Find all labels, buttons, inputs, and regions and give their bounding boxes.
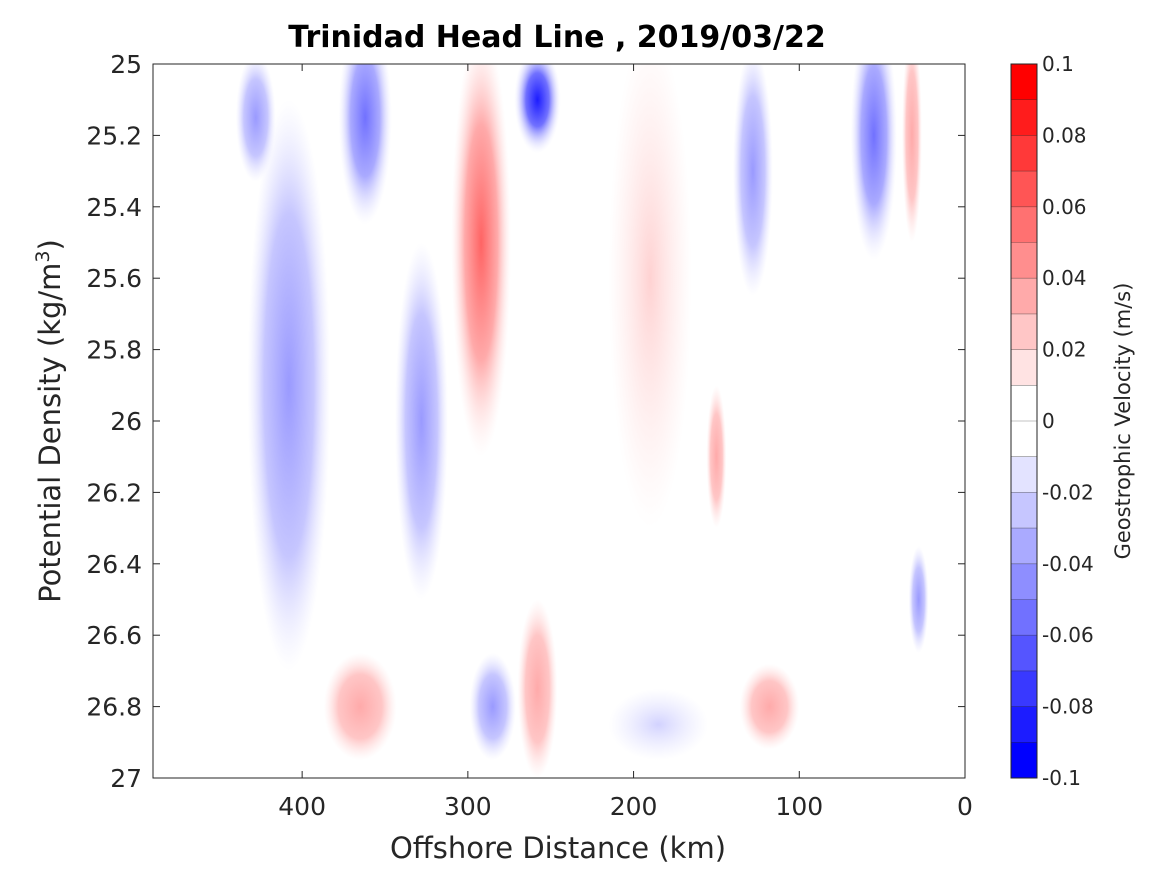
x-tick-label: 400	[278, 792, 326, 821]
negative-velocity-feature	[338, 64, 392, 225]
colorbar: 0.1 0.08 0.06 0.04 0.02 0 -0.02 -0.04 -0.06 -0.08…	[1010, 52, 1094, 790]
colorbar-band	[1011, 706, 1037, 743]
y-tick-label: 25	[110, 50, 142, 79]
contour-field	[235, 64, 929, 778]
positive-velocity-feature	[517, 599, 558, 778]
positive-velocity-feature	[323, 653, 397, 761]
colorbar-frame	[1010, 63, 1038, 779]
colorbar-tick-label: 0.06	[1042, 195, 1087, 219]
y-tick-label: 26.4	[86, 550, 142, 579]
colorbar-tick-label: 0.04	[1042, 266, 1087, 290]
colorbar-band	[1011, 64, 1037, 101]
negative-velocity-feature	[608, 688, 709, 761]
y-tick-label: 27	[110, 764, 142, 793]
y-tick-label: 25.6	[86, 264, 142, 293]
colorbar-tick-label: -0.04	[1042, 552, 1094, 576]
x-tick-label: 200	[610, 792, 658, 821]
y-tick-label: 25.2	[86, 121, 142, 150]
negative-velocity-feature	[394, 242, 448, 600]
negative-velocity-feature	[733, 64, 773, 297]
colorbar-band	[1011, 492, 1037, 529]
colorbar-tick-label: 0	[1042, 409, 1055, 433]
y-tick-label: 25.4	[86, 193, 142, 222]
negative-velocity-feature	[247, 99, 331, 671]
chart-title: Trinidad Head Line , 2019/03/22	[288, 20, 825, 55]
positive-velocity-feature	[706, 385, 727, 529]
colorbar-tick-label: -0.08	[1042, 695, 1094, 719]
colorbar-band	[1011, 742, 1037, 779]
negative-velocity-feature	[514, 64, 561, 154]
colorbar-tick-label: -0.06	[1042, 623, 1094, 647]
colorbar-tick-label: -0.02	[1042, 480, 1094, 504]
positive-velocity-feature	[608, 64, 692, 529]
colorbar-band	[1011, 563, 1037, 600]
colorbar-band	[1011, 528, 1037, 565]
negative-velocity-feature	[235, 64, 276, 182]
y-axis: 25 25.2 25.4 25.6 25.8 26 26.2 26.4 26.6 26.8 27	[86, 50, 965, 793]
colorbar-band	[1011, 135, 1037, 172]
colorbar-band	[1011, 99, 1037, 136]
colorbar-band	[1011, 278, 1037, 315]
positive-velocity-feature	[902, 64, 922, 243]
colorbar-band	[1011, 421, 1037, 458]
colorbar-tick-label: 0.1	[1042, 52, 1074, 76]
x-axis-label: Offshore Distance (km)	[390, 831, 726, 865]
positive-velocity-feature	[451, 64, 511, 457]
colorbar-band	[1011, 206, 1037, 243]
negative-velocity-feature	[850, 64, 898, 261]
x-axis: 400 300 200 100 0	[278, 64, 973, 821]
negative-velocity-feature	[908, 545, 929, 654]
colorbar-band	[1011, 313, 1037, 351]
x-tick-label: 300	[444, 792, 492, 821]
colorbar-tick-label: 0.02	[1042, 338, 1087, 362]
y-tick-label: 26.6	[86, 621, 142, 650]
colorbar-label: Geostrophic Velocity (m/s)	[1111, 283, 1135, 560]
colorbar-band	[1011, 385, 1037, 422]
colorbar-band	[1011, 670, 1037, 708]
x-tick-label: 0	[957, 792, 973, 821]
colorbar-band	[1011, 599, 1037, 636]
colorbar-tick-label: -0.1	[1042, 766, 1081, 790]
y-tick-label: 26	[110, 407, 142, 436]
y-tick-label: 25.8	[86, 336, 142, 365]
colorbar-tick-label: 0.08	[1042, 123, 1087, 147]
colorbar-band	[1011, 635, 1037, 672]
positive-velocity-feature	[739, 663, 800, 750]
y-tick-label: 26.8	[86, 693, 142, 722]
y-tick-label: 26.2	[86, 478, 142, 507]
colorbar-band	[1011, 242, 1037, 279]
x-tick-label: 100	[775, 792, 823, 821]
colorbar-band	[1011, 456, 1037, 493]
negative-velocity-feature	[469, 653, 516, 761]
colorbar-band	[1011, 171, 1037, 208]
colorbar-band	[1011, 349, 1037, 386]
y-axis-label: Potential Density (kg/m3)	[32, 239, 67, 603]
